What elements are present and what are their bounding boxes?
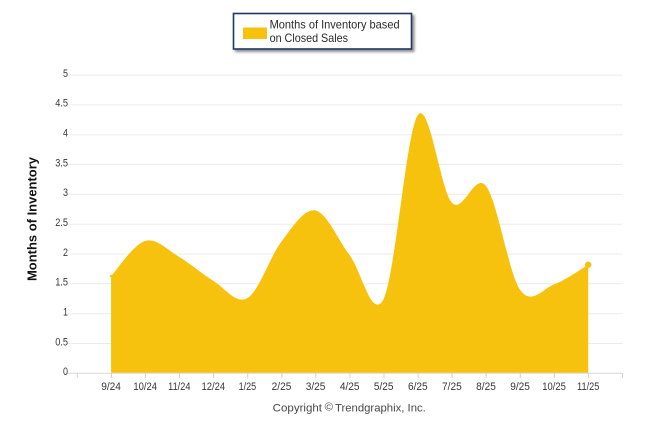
svg-text:5/25: 5/25 bbox=[374, 381, 394, 393]
svg-text:1/25: 1/25 bbox=[239, 381, 257, 393]
svg-text:11/24: 11/24 bbox=[168, 381, 190, 393]
svg-text:2/25: 2/25 bbox=[272, 381, 292, 393]
svg-text:4.5: 4.5 bbox=[55, 98, 68, 110]
svg-text:11/25: 11/25 bbox=[577, 381, 599, 393]
svg-text:Copyright: Copyright bbox=[273, 403, 323, 415]
svg-text:Trendgraphix, Inc.: Trendgraphix, Inc. bbox=[335, 403, 426, 415]
svg-text:3/25: 3/25 bbox=[306, 381, 326, 393]
svg-text:10/24: 10/24 bbox=[133, 381, 157, 393]
svg-text:3: 3 bbox=[63, 187, 68, 199]
svg-text:Months of Inventory based: Months of Inventory based bbox=[270, 18, 400, 32]
svg-text:0.5: 0.5 bbox=[55, 336, 68, 348]
svg-text:4/25: 4/25 bbox=[340, 381, 360, 393]
svg-text:0: 0 bbox=[63, 366, 68, 378]
svg-text:Months of Inventory: Months of Inventory bbox=[26, 157, 40, 281]
svg-text:4: 4 bbox=[63, 128, 68, 140]
svg-text:on Closed Sales: on Closed Sales bbox=[270, 31, 348, 45]
svg-text:2: 2 bbox=[63, 247, 68, 259]
svg-text:1.5: 1.5 bbox=[55, 277, 68, 289]
svg-text:3.5: 3.5 bbox=[55, 157, 68, 169]
svg-text:9/24: 9/24 bbox=[101, 381, 121, 393]
svg-text:5: 5 bbox=[63, 68, 68, 80]
svg-text:1: 1 bbox=[63, 307, 68, 319]
svg-text:©: © bbox=[325, 401, 334, 413]
svg-text:7/25: 7/25 bbox=[442, 381, 462, 393]
svg-text:8/25: 8/25 bbox=[476, 381, 496, 393]
svg-text:9/25: 9/25 bbox=[510, 381, 530, 393]
svg-text:6/25: 6/25 bbox=[408, 381, 428, 393]
svg-text:2.5: 2.5 bbox=[55, 217, 68, 229]
svg-text:10/25: 10/25 bbox=[542, 381, 566, 393]
svg-text:12/24: 12/24 bbox=[202, 381, 226, 393]
